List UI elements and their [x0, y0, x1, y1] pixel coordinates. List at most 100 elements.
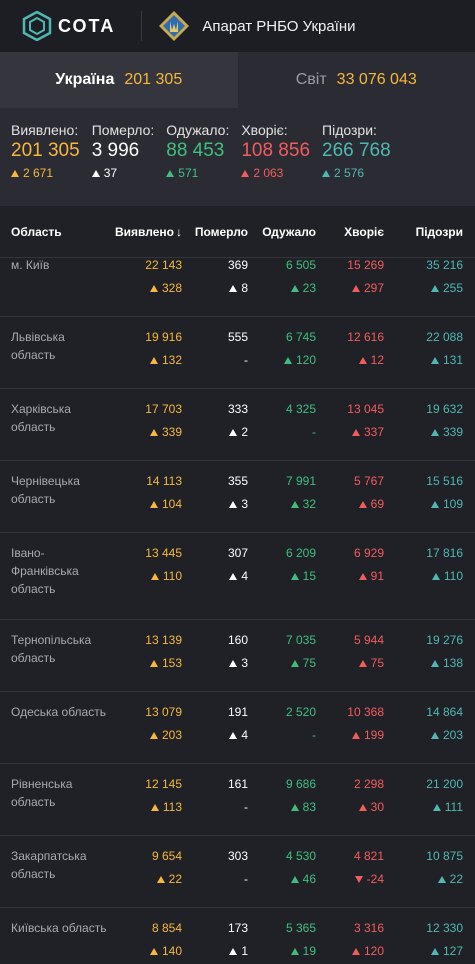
table-row[interactable]: Харківська область 17 703 339 333 2 4 325-13 …	[0, 389, 475, 461]
cell-sick-value: 5 767	[353, 474, 384, 488]
arrow-up-icon	[430, 284, 439, 292]
cell-suspected-delta: 255	[384, 279, 463, 297]
tab-ukraine-label: Україна	[55, 71, 115, 88]
cell-recovered-delta-value: -	[312, 425, 316, 439]
cell-recovered-value: 4 325	[285, 402, 316, 416]
arrow-up-icon	[91, 169, 100, 177]
cell-recovered-delta: 46	[248, 870, 316, 888]
cell-died: 555 -	[182, 328, 248, 388]
cell-died: 369 8	[182, 258, 248, 316]
arrow-up-icon	[351, 947, 360, 955]
cell-sick: 5 767 69	[316, 472, 384, 532]
cell-died-value: 191	[227, 705, 248, 719]
cell-suspected-delta-value: 203	[442, 728, 463, 742]
region-name: Івано-Франківська область	[11, 546, 79, 596]
table-row[interactable]: Закарпатська область 9 654 22 303-4 530 46 4 …	[0, 836, 475, 908]
summary-stat-label: Виявлено:	[11, 122, 79, 138]
arrow-up-icon	[229, 731, 238, 739]
sota-hexagon-icon	[22, 11, 52, 41]
cell-recovered-value: 5 365	[285, 921, 316, 935]
arrow-up-icon	[283, 356, 292, 364]
cell-recovered-value: 9 686	[285, 777, 316, 791]
summary-stat-delta: 2 671	[11, 166, 80, 180]
cell-sick-value: 4 821	[353, 849, 384, 863]
app-header: СОТА Апарат РНБО України	[0, 0, 475, 52]
arrow-up-icon	[437, 875, 446, 883]
cell-recovered-value: 6 209	[285, 546, 316, 560]
table-row[interactable]: Львівська область 19 916 132 555-6 745 120 12…	[0, 317, 475, 389]
cell-detected: 13 139 153	[108, 631, 182, 691]
cell-sick-delta-value: 12	[370, 353, 384, 367]
cell-detected: 19 916 132	[108, 328, 182, 388]
sota-logo[interactable]: СОТА	[22, 11, 115, 41]
cell-recovered: 6 209 15	[248, 544, 316, 619]
cell-sick: 5 944 75	[316, 631, 384, 691]
summary-stat-delta-value: 37	[103, 166, 118, 180]
cell-died-delta: 1	[182, 942, 248, 960]
cell-sick-delta-value: 199	[363, 728, 384, 742]
table-row[interactable]: Чернівецька область 14 113 104 355 3 7 991 32 5…	[0, 461, 475, 533]
rnbo-emblem-icon	[159, 11, 190, 41]
arrow-up-icon	[358, 572, 367, 580]
col-recovered-header[interactable]: Одужало	[262, 224, 316, 239]
col-died-header[interactable]: Померло	[194, 224, 248, 239]
col-sick-header[interactable]: Хворіє	[344, 224, 384, 239]
cell-detected-delta-value: 132	[161, 353, 182, 367]
cell-sick-delta: 91	[316, 567, 384, 585]
cell-died: 191 4	[182, 703, 248, 763]
cell-detected: 14 113 104	[108, 472, 182, 532]
cell-died-delta: 2	[182, 423, 248, 441]
cell-recovered: 4 530 46	[248, 847, 316, 907]
cell-sick-value: 12 616	[347, 330, 384, 344]
cell-recovered-delta-value: 23	[302, 281, 316, 295]
cell-recovered-delta: -	[248, 726, 316, 744]
summary-stat: Виявлено: 201 305 2 671	[11, 122, 80, 206]
col-region-header[interactable]: Область	[11, 224, 62, 239]
cell-sick-delta-value: -24	[366, 872, 384, 886]
cell-suspected-delta-value: 255	[442, 281, 463, 295]
col-detected-header[interactable]: Виявлено ↓	[108, 225, 182, 239]
arrow-up-icon	[229, 500, 238, 508]
table-row[interactable]: Рівненська область 12 145 113 161-9 686 83 2 …	[0, 764, 475, 836]
arrow-up-icon	[430, 947, 439, 955]
arrow-up-icon	[358, 803, 367, 811]
table-row[interactable]: м. Київ 22 143 328 369 8 6 505 23 15 269 297 35 2…	[0, 258, 475, 317]
cell-detected-delta-value: 140	[161, 944, 182, 958]
table-row[interactable]: Одеська область 13 079 203 191 4 2 520-10 368…	[0, 692, 475, 764]
cell-died-value: 160	[227, 633, 248, 647]
cell-died-delta-value: 4	[241, 728, 248, 742]
arrow-up-icon	[290, 803, 299, 811]
table-row[interactable]: Київська область 8 854 140 173 1 5 365 19 3 316…	[0, 908, 475, 964]
cell-detected: 8 854 140	[108, 919, 182, 964]
table-row[interactable]: Тернопільська область 13 139 153 160 3 7 035 7…	[0, 620, 475, 692]
table-row[interactable]: Івано-Франківська область 13 445 110 307 4 6 …	[0, 533, 475, 620]
cell-recovered-delta: 83	[248, 798, 316, 816]
cell-recovered-delta-value: 15	[302, 569, 316, 583]
cell-detected-delta-value: 22	[168, 872, 182, 886]
cell-died-value: 555	[227, 330, 248, 344]
cell-suspected-delta: 22	[384, 870, 463, 888]
org-name: Апарат РНБО України	[202, 17, 356, 35]
summary-stat-value: 108 856	[241, 140, 311, 161]
cell-suspected: 19 276 138	[384, 631, 463, 691]
tab-world[interactable]: Світ 33 076 043	[238, 52, 475, 108]
cell-suspected-value: 19 632	[426, 402, 463, 416]
cell-recovered-value: 7 035	[285, 633, 316, 647]
cell-suspected: 10 875 22	[384, 847, 463, 907]
cell-detected-delta: 110	[108, 567, 182, 585]
cell-sick-delta-value: 69	[370, 497, 384, 511]
cell-suspected-value: 17 816	[426, 546, 463, 560]
cell-suspected-delta: 109	[384, 495, 463, 513]
arrow-up-icon	[430, 356, 439, 364]
summary-stat-delta-value: 2 063	[253, 166, 284, 180]
arrow-up-icon	[241, 169, 250, 177]
cell-recovered: 5 365 19	[248, 919, 316, 964]
cell-detected-value: 19 916	[145, 330, 182, 344]
cell-detected-delta: 22	[108, 870, 182, 888]
cell-recovered: 7 035 75	[248, 631, 316, 691]
cell-died-value: 369	[227, 258, 248, 272]
tab-ukraine[interactable]: Україна 201 305	[0, 52, 238, 108]
cell-suspected-value: 22 088	[426, 330, 463, 344]
col-suspected-header[interactable]: Підозри	[415, 224, 463, 239]
cell-sick-delta: 30	[316, 798, 384, 816]
